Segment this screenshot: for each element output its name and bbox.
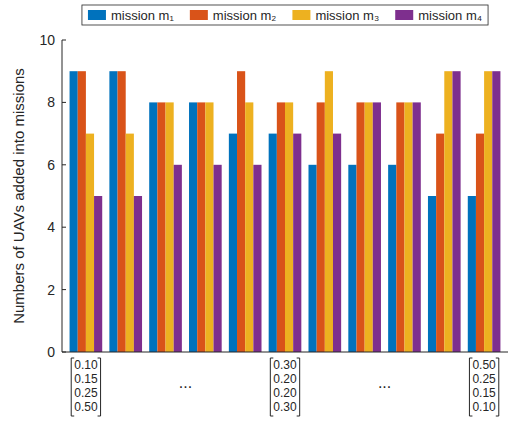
legend-swatch [190,10,208,20]
x-axis [62,352,508,353]
x-tick-label: 0.15 [74,372,98,386]
bar [476,134,484,352]
bar [253,165,261,352]
bar [229,134,237,352]
bracket [496,358,499,416]
bar [373,102,381,352]
x-tick-label: 0.30 [273,400,297,414]
x-tick-label: 0.20 [273,372,297,386]
bar [436,134,444,352]
x-tick-label: 0.15 [472,386,496,400]
bar [428,196,436,352]
x-tick-label: 0.50 [74,400,98,414]
bar [269,134,277,352]
bar [277,102,285,352]
bar [134,196,142,352]
bars [70,71,501,352]
y-tick [62,352,66,353]
bar [174,165,182,352]
y-axis [62,40,63,352]
bar [86,134,94,352]
bar [308,165,316,352]
bar [157,102,165,352]
y-tick [62,164,66,165]
bracket [270,358,273,416]
legend-label: mission m₁ [111,8,175,23]
bar [484,71,492,352]
bar [396,102,404,352]
bar [413,102,421,352]
bar [365,102,373,352]
bar [70,71,78,352]
y-tick-label: 6 [47,157,55,173]
y-axis-label: Numbers of UAVs added into missions [10,68,27,324]
bar [468,196,476,352]
bar [444,71,452,352]
bar [94,196,102,352]
bar [205,102,213,352]
x-tick-label: 0.10 [472,400,496,414]
legend-label: mission m₄ [418,8,482,23]
bar [214,165,222,352]
x-tick-label-group: 0.100.150.250.50 [71,358,100,416]
bar [166,102,174,352]
y-tick-label: 2 [47,282,55,298]
bar [356,102,364,352]
y-tick [62,289,66,290]
legend-swatch [395,10,413,20]
x-tick-label: 0.10 [74,358,98,372]
x-tick-label: 0.25 [472,372,496,386]
annotation: ... [378,374,391,391]
x-tick-label: 0.20 [273,386,297,400]
legend-swatch [88,10,106,20]
bar [388,165,396,352]
y-tick [62,40,66,41]
bracket [469,358,472,416]
legend-box [82,5,488,25]
bar [492,71,500,352]
bar [452,71,460,352]
bracket [98,358,101,416]
bar [197,102,205,352]
annotation: ... [179,374,192,391]
y-tick-label: 10 [39,32,55,48]
bar [317,102,325,352]
x-tick-label: 0.30 [273,358,297,372]
legend-swatch [292,10,310,20]
bar [245,102,253,352]
x-tick-label: 0.50 [472,358,496,372]
bar [149,102,157,352]
y-tick-label: 0 [47,344,55,360]
y-tick-label: 8 [47,94,55,110]
y-tick [62,227,66,228]
bar [293,134,301,352]
chart: 0 2 4 6 8 10 Numbers of UAVs added into missio… [0,0,528,428]
x-tick-label-group: 0.500.250.150.10 [469,358,498,416]
bracket [71,358,74,416]
x-tick-label-group: 0.300.200.200.30 [270,358,299,416]
bar [118,71,126,352]
bar [109,71,117,352]
bar [348,165,356,352]
bar [333,134,341,352]
bar [237,71,245,352]
bar [285,102,293,352]
y-tick-label: 4 [47,219,55,235]
y-tick [62,102,66,103]
bar [78,71,86,352]
bar [126,134,134,352]
legend-label: mission m₃ [315,8,379,23]
bracket [297,358,300,416]
x-tick-label: 0.25 [74,386,98,400]
bar [404,102,412,352]
bar [189,102,197,352]
legend: mission m₁ mission m₂ mission m₃ mission m₄ [82,5,488,25]
legend-label: mission m₂ [213,8,277,23]
bar [325,71,333,352]
